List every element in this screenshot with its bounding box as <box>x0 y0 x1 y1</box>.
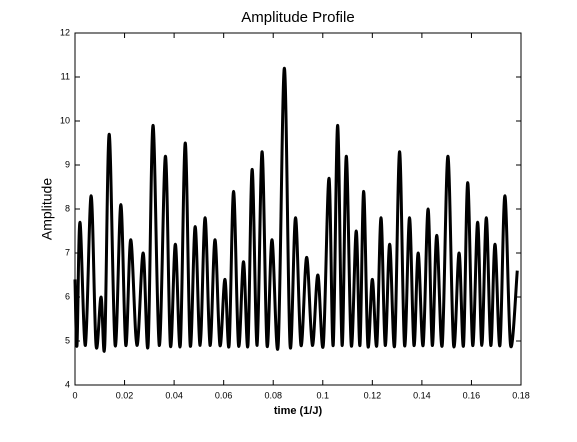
x-tick-label: 0.14 <box>413 390 431 400</box>
data-line <box>73 66 519 353</box>
y-tick-label: 7 <box>65 247 70 257</box>
x-axis-label: time (1/J) <box>274 405 323 417</box>
x-tick-label: 0 <box>72 390 77 400</box>
x-tick-label: 0.1 <box>317 390 330 400</box>
x-tick-label: 0.02 <box>116 390 134 400</box>
y-tick-label: 10 <box>60 115 70 125</box>
x-tick-label: 0.04 <box>165 390 183 400</box>
y-tick-label: 5 <box>65 335 70 345</box>
x-tick-label: 0.12 <box>364 390 382 400</box>
chart-title: Amplitude Profile <box>241 9 354 26</box>
y-tick-label: 12 <box>60 27 70 37</box>
y-tick-label: 6 <box>65 291 70 301</box>
y-tick-label: 4 <box>65 379 70 389</box>
y-tick-label: 11 <box>61 71 70 81</box>
y-tick-label: 8 <box>65 203 70 213</box>
x-tick-label: 0.18 <box>512 390 530 400</box>
x-tick-label: 0.16 <box>463 390 481 400</box>
x-tick-label: 0.06 <box>215 390 233 400</box>
x-tick-label: 0.08 <box>264 390 282 400</box>
y-axis-label: Amplitude <box>39 178 55 240</box>
y-tick-label: 9 <box>65 159 70 169</box>
